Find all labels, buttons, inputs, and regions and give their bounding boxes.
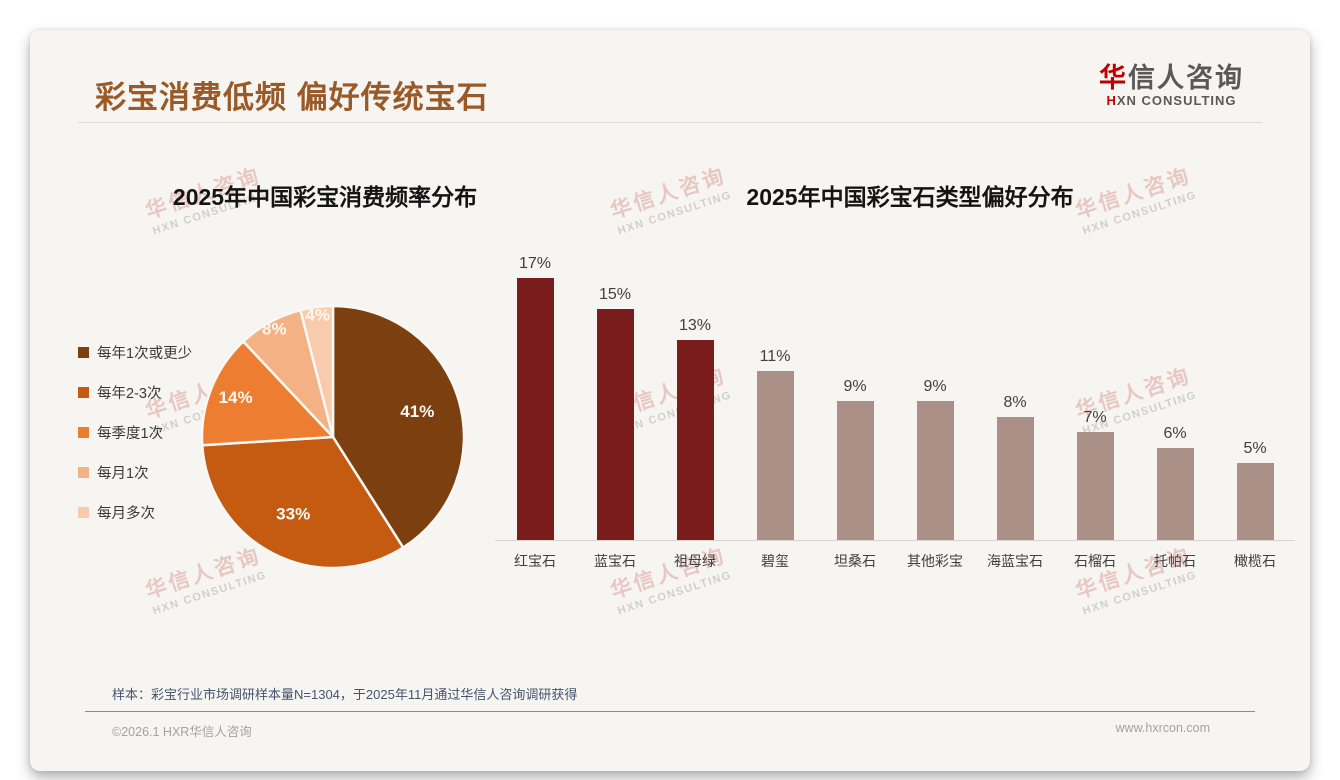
bar-column-8: 6% bbox=[1135, 424, 1215, 540]
bar-chart-categories: 红宝石 蓝宝石 祖母绿 碧玺 坦桑石 其他彩宝 海蓝宝石 石榴石 托帕石 橄榄石 bbox=[495, 551, 1295, 571]
bar-rect bbox=[916, 401, 954, 540]
bar-column-1: 15% bbox=[575, 285, 655, 540]
pie-value-label: 41% bbox=[400, 402, 434, 421]
bar-column-4: 9% bbox=[815, 377, 895, 540]
legend-label: 每季度1次 bbox=[97, 426, 164, 442]
bar-value-label: 15% bbox=[598, 286, 632, 303]
bar-category-label: 坦桑石 bbox=[834, 553, 876, 569]
logo-chinese-name: 华信人咨询 bbox=[1099, 63, 1244, 93]
bar-value-label: 6% bbox=[1163, 425, 1187, 442]
bar-value-label: 5% bbox=[1243, 440, 1267, 457]
bar-value-label: 7% bbox=[1083, 409, 1107, 426]
legend-item-1: 每年2-3次 bbox=[78, 382, 192, 403]
copyright-text: ©2026.1 HXR华信人咨询 bbox=[112, 725, 252, 739]
pie-value-label: 33% bbox=[276, 505, 310, 524]
bar-value-label: 9% bbox=[923, 378, 947, 395]
pie-value-label: 14% bbox=[219, 388, 253, 407]
pie-chart-svg: 41% 33% 14% 8% 4% bbox=[200, 304, 466, 570]
pie-slice-4 bbox=[299, 304, 335, 439]
legend-label: 每年2-3次 bbox=[97, 386, 162, 402]
bar-column-5: 9% bbox=[895, 377, 975, 540]
bar-category-label: 托帕石 bbox=[1154, 553, 1196, 569]
bar-value-label: 9% bbox=[843, 378, 867, 395]
bar-rect bbox=[676, 340, 714, 540]
bar-rect bbox=[756, 371, 794, 540]
footer-divider bbox=[85, 711, 1255, 712]
website-url: www.hxrcon.com bbox=[1115, 721, 1210, 735]
bar-chart-bars: 17% 15% 13% 11% 9% 9% 8% 7% 6% 5% bbox=[495, 250, 1295, 540]
bar-rect bbox=[1156, 448, 1194, 540]
bar-column-7: 7% bbox=[1055, 408, 1135, 540]
pie-chart: 41% 33% 14% 8% 4% bbox=[193, 297, 473, 577]
legend-label: 每月1次 bbox=[97, 466, 149, 482]
bar-column-3: 11% bbox=[735, 347, 815, 540]
bar-column-0: 17% bbox=[495, 254, 575, 540]
bar-column-9: 5% bbox=[1215, 439, 1295, 540]
bar-value-label: 17% bbox=[518, 255, 552, 272]
bar-rect bbox=[996, 417, 1034, 540]
bar-category-label: 碧玺 bbox=[761, 553, 789, 569]
bar-value-label: 13% bbox=[678, 317, 712, 334]
legend-swatch bbox=[78, 507, 89, 518]
bar-category-label: 其他彩宝 bbox=[907, 553, 963, 569]
bar-rect bbox=[1236, 463, 1274, 540]
header-divider bbox=[78, 122, 1262, 123]
page-title: 彩宝消费低频 偏好传统宝石 bbox=[95, 80, 489, 115]
logo-english-name: HXN CONSULTING bbox=[1099, 93, 1244, 109]
pie-value-label: 4% bbox=[305, 306, 330, 325]
bar-rect bbox=[836, 401, 874, 540]
company-logo: 华信人咨询 HXN CONSULTING bbox=[1099, 63, 1244, 109]
bar-category-label: 红宝石 bbox=[514, 553, 556, 569]
logo-en-rest: XN CONSULTING bbox=[1116, 93, 1237, 108]
bar-category-label: 祖母绿 bbox=[674, 553, 716, 569]
logo-zh-rest: 信人咨询 bbox=[1128, 63, 1244, 93]
bar-category-label: 海蓝宝石 bbox=[987, 553, 1043, 569]
legend-item-4: 每月多次 bbox=[78, 502, 192, 523]
pie-chart-title: 2025年中国彩宝消费频率分布 bbox=[172, 184, 478, 210]
legend-swatch bbox=[78, 347, 89, 358]
bar-chart: 17% 15% 13% 11% 9% 9% 8% 7% 6% 5% 红宝石 蓝宝石 祖母绿 碧玺 坦桑石 其… bbox=[495, 250, 1295, 571]
legend-item-0: 每年1次或更少 bbox=[78, 342, 192, 363]
pie-legend: 每年1次或更少 每年2-3次 每季度1次每月1次每月多次 bbox=[78, 342, 192, 542]
bar-category-label: 蓝宝石 bbox=[594, 553, 636, 569]
logo-zh-accent: 华 bbox=[1099, 63, 1128, 93]
slide-card: 华信人咨询 HXN CONSULTING 华信人咨询 HXN CONSULTING 华信… bbox=[30, 30, 1310, 771]
pie-slice-2 bbox=[200, 340, 335, 447]
bar-column-2: 13% bbox=[655, 316, 735, 540]
bar-chart-x-axis bbox=[495, 540, 1295, 541]
logo-en-accent: H bbox=[1106, 93, 1117, 108]
legend-label: 每年1次或更少 bbox=[97, 346, 193, 362]
pie-slice-1 bbox=[201, 435, 405, 570]
bar-value-label: 8% bbox=[1003, 394, 1027, 411]
legend-swatch bbox=[78, 387, 89, 398]
bar-rect bbox=[596, 309, 634, 540]
pie-value-label: 8% bbox=[262, 320, 287, 339]
bar-column-6: 8% bbox=[975, 393, 1055, 540]
sample-footnote: 样本：彩宝行业市场调研样本量N=1304，于2025年11月通过华信人咨询调研获… bbox=[112, 687, 578, 702]
bar-chart-title: 2025年中国彩宝石类型偏好分布 bbox=[746, 184, 1074, 210]
legend-swatch bbox=[78, 467, 89, 478]
legend-item-2: 每季度1次 bbox=[78, 422, 192, 443]
bar-rect bbox=[516, 278, 554, 540]
bar-value-label: 11% bbox=[759, 348, 791, 365]
bar-rect bbox=[1076, 432, 1114, 540]
bar-category-label: 橄榄石 bbox=[1234, 553, 1276, 569]
legend-label: 每月多次 bbox=[97, 506, 155, 522]
legend-swatch bbox=[78, 427, 89, 438]
legend-item-3: 每月1次 bbox=[78, 462, 192, 483]
bar-category-label: 石榴石 bbox=[1074, 553, 1116, 569]
